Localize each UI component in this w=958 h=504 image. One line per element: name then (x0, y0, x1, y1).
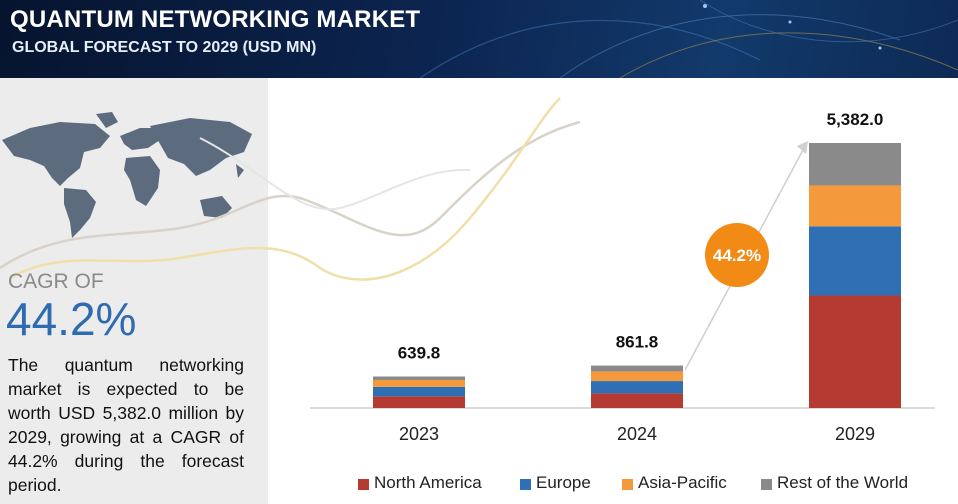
cagr-bubble (705, 223, 769, 287)
bar-2024-4 (591, 365, 683, 372)
page-subtitle: GLOBAL FORECAST TO 2029 (USD MN) (12, 39, 317, 56)
legend-label: Europe (536, 473, 591, 492)
cagr-bubble-label: 44.2% (713, 246, 761, 265)
bar-2023-2 (373, 386, 465, 397)
bar-2024-3 (591, 371, 683, 382)
total-label-2024: 861.8 (616, 333, 659, 352)
bar-2023-4 (373, 376, 465, 380)
bar-2029-4 (809, 143, 901, 186)
legend-label: North America (374, 473, 482, 492)
growth-arrow-head (797, 141, 808, 154)
legend-label: Asia-Pacific (638, 473, 727, 492)
market-description: The quantum networking market is expecte… (8, 355, 244, 495)
world-map-decoration (0, 97, 581, 281)
legend-swatch (622, 479, 633, 490)
legend-swatch (358, 479, 369, 490)
x-tick-2024: 2024 (617, 424, 657, 444)
bar-2023-1 (373, 396, 465, 408)
total-label-2023: 639.8 (398, 343, 441, 362)
header-banner: QUANTUM NETWORKING MARKET GLOBAL FORECAS… (0, 0, 958, 78)
bar-2029-2 (809, 226, 901, 296)
bar-2023-3 (373, 379, 465, 387)
cagr-label: CAGR OF (8, 270, 104, 293)
chart-legend: North America Europe Asia-Pacific Rest of t… (358, 473, 958, 495)
x-tick-2023: 2023 (399, 424, 439, 444)
banner-decoration (419, 0, 958, 78)
page-title: QUANTUM NETWORKING MARKET (10, 6, 421, 33)
legend-swatch (761, 479, 772, 490)
x-tick-2029: 2029 (835, 424, 875, 444)
bar-2024-1 (591, 393, 683, 408)
bar-2029-3 (809, 185, 901, 227)
total-label-2029: 5,382.0 (827, 110, 884, 129)
bar-2029-1 (809, 295, 901, 408)
legend-label: Rest of the World (777, 473, 909, 492)
legend-swatch (520, 479, 531, 490)
bar-2024-2 (591, 381, 683, 394)
cagr-value: 44.2% (6, 293, 137, 345)
world-map-icon (2, 112, 252, 238)
